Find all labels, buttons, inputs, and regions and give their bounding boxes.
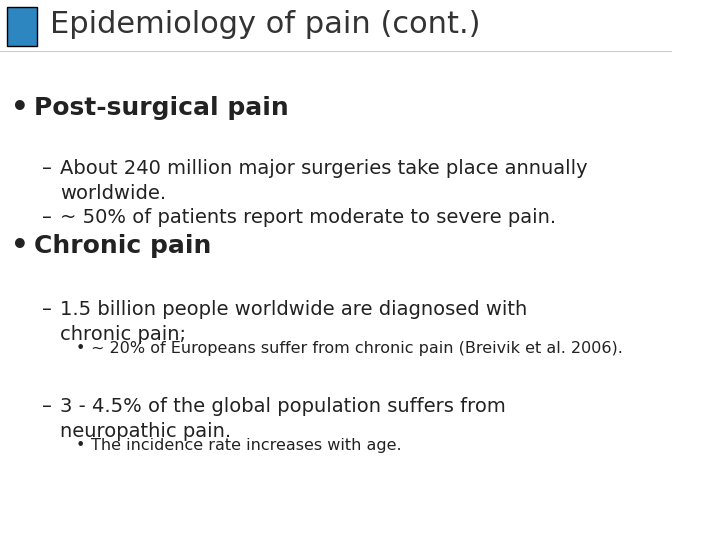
Text: 3 - 4.5% of the global population suffers from
neuropathic pain.: 3 - 4.5% of the global population suffer… (60, 397, 506, 441)
Text: Chronic pain: Chronic pain (34, 234, 211, 258)
Text: Epidemiology of pain (cont.): Epidemiology of pain (cont.) (50, 10, 481, 39)
Text: About 240 million major surgeries take place annually
worldwide.: About 240 million major surgeries take p… (60, 159, 588, 203)
FancyBboxPatch shape (6, 7, 37, 46)
Text: 1.5 billion people worldwide are diagnosed with
chronic pain;: 1.5 billion people worldwide are diagnos… (60, 300, 528, 343)
Text: –: – (42, 159, 52, 178)
Text: –: – (42, 397, 52, 416)
Text: ~ 20% of Europeans suffer from chronic pain (Breivik et al. 2006).: ~ 20% of Europeans suffer from chronic p… (91, 341, 622, 356)
Text: The incidence rate increases with age.: The incidence rate increases with age. (91, 438, 401, 453)
Text: Post-surgical pain: Post-surgical pain (34, 96, 288, 120)
Text: •: • (76, 341, 85, 356)
Text: •: • (76, 438, 85, 453)
Text: –: – (42, 208, 52, 227)
Text: •: • (12, 94, 29, 122)
Text: ~ 50% of patients report moderate to severe pain.: ~ 50% of patients report moderate to sev… (60, 208, 557, 227)
Text: –: – (42, 300, 52, 319)
Text: •: • (12, 232, 29, 260)
